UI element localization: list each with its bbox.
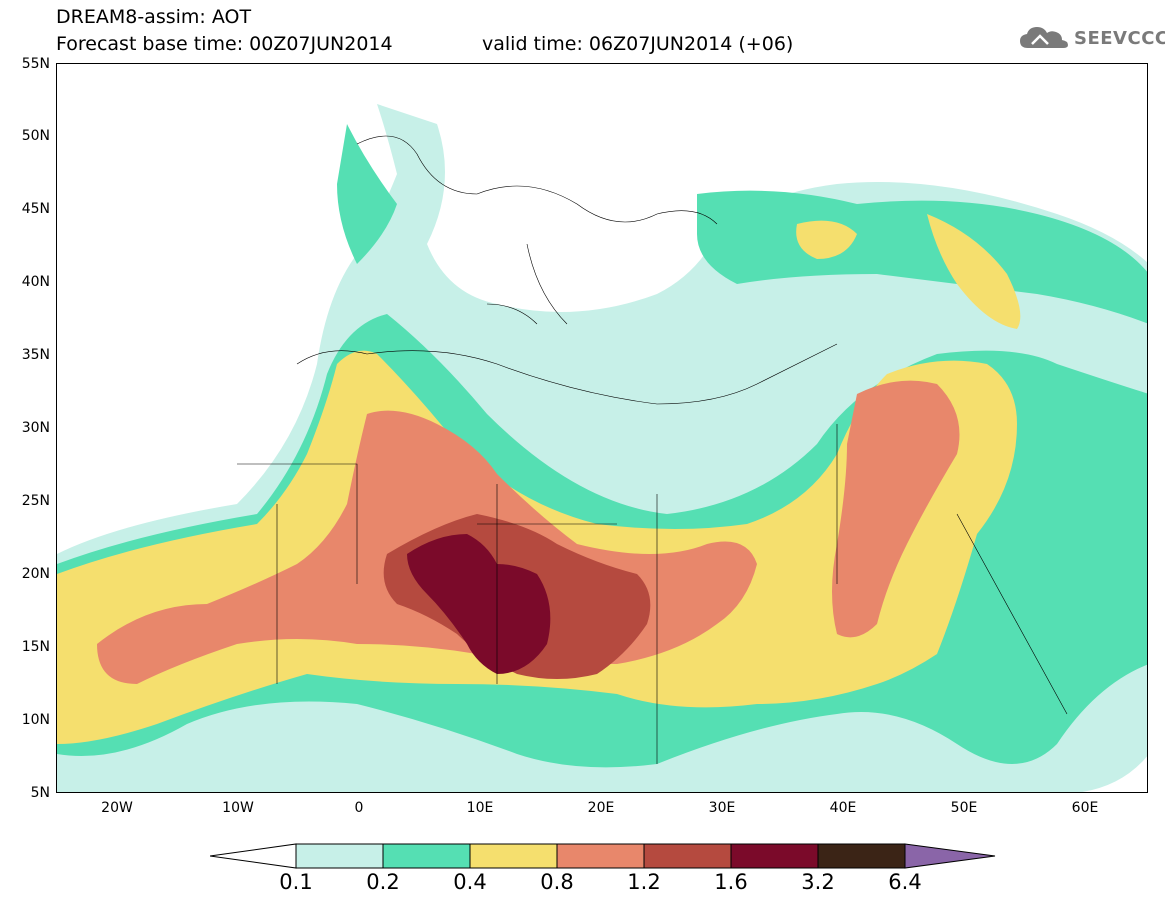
colorbar-label: 1.2 <box>627 870 661 894</box>
colorbar-bin <box>382 843 471 869</box>
lat-label: 15N <box>21 639 50 655</box>
colorbar-label: 0.8 <box>540 870 574 894</box>
colorbar-arrow-left <box>210 843 297 869</box>
cloud-icon <box>1020 27 1068 48</box>
country-borders <box>237 135 1068 764</box>
lon-label: 60E <box>1071 800 1099 816</box>
colorbar-label: 0.2 <box>366 870 400 894</box>
colorbar-bin <box>730 843 819 869</box>
colorbar-bin <box>817 843 906 869</box>
seevccc-logo: SEEVCCC <box>1018 24 1165 52</box>
lat-label: 50N <box>21 128 50 144</box>
map-title: DREAM8-assim: AOT <box>56 6 252 28</box>
lon-label: 40E <box>829 800 857 816</box>
lon-label: 10W <box>222 800 254 816</box>
lat-label: 5N <box>30 785 50 801</box>
logo-text: SEEVCCC <box>1074 27 1165 49</box>
lon-label: 0 <box>354 800 364 816</box>
colorbar <box>210 843 996 869</box>
aot-band-0.4-caucasus <box>796 214 1021 329</box>
colorbar-label: 0.4 <box>453 870 487 894</box>
aot-field <box>57 104 1147 792</box>
colorbar-label: 6.4 <box>888 870 922 894</box>
lat-label: 10N <box>21 712 50 728</box>
lat-label: 35N <box>21 347 50 363</box>
lat-label: 45N <box>21 201 50 217</box>
colorbar-label: 1.6 <box>714 870 748 894</box>
forecast-base-time: Forecast base time: 00Z07JUN2014 <box>56 33 393 55</box>
colorbar-bin <box>556 843 645 869</box>
lon-label: 20W <box>101 800 133 816</box>
aot-band-1.6 <box>407 534 551 674</box>
aot-band-0.8-arabia <box>832 380 960 638</box>
colorbar-bin <box>469 843 558 869</box>
colorbar-arrow-right <box>904 843 996 869</box>
colorbar-bin <box>643 843 732 869</box>
colorbar-label: 3.2 <box>801 870 835 894</box>
lat-label: 20N <box>21 566 50 582</box>
lat-label: 30N <box>21 420 50 436</box>
lon-label: 10E <box>466 800 494 816</box>
colorbar-bin <box>295 843 384 869</box>
lon-label: 20E <box>587 800 615 816</box>
aot-band-0.2-north <box>337 124 1147 324</box>
valid-time: valid time: 06Z07JUN2014 (+06) <box>482 33 794 55</box>
lat-label: 55N <box>21 56 50 72</box>
aot-map <box>56 63 1148 793</box>
colorbar-label: 0.1 <box>279 870 313 894</box>
lat-label: 40N <box>21 274 50 290</box>
lon-label: 30E <box>708 800 736 816</box>
lat-label: 25N <box>21 493 50 509</box>
lon-label: 50E <box>950 800 978 816</box>
